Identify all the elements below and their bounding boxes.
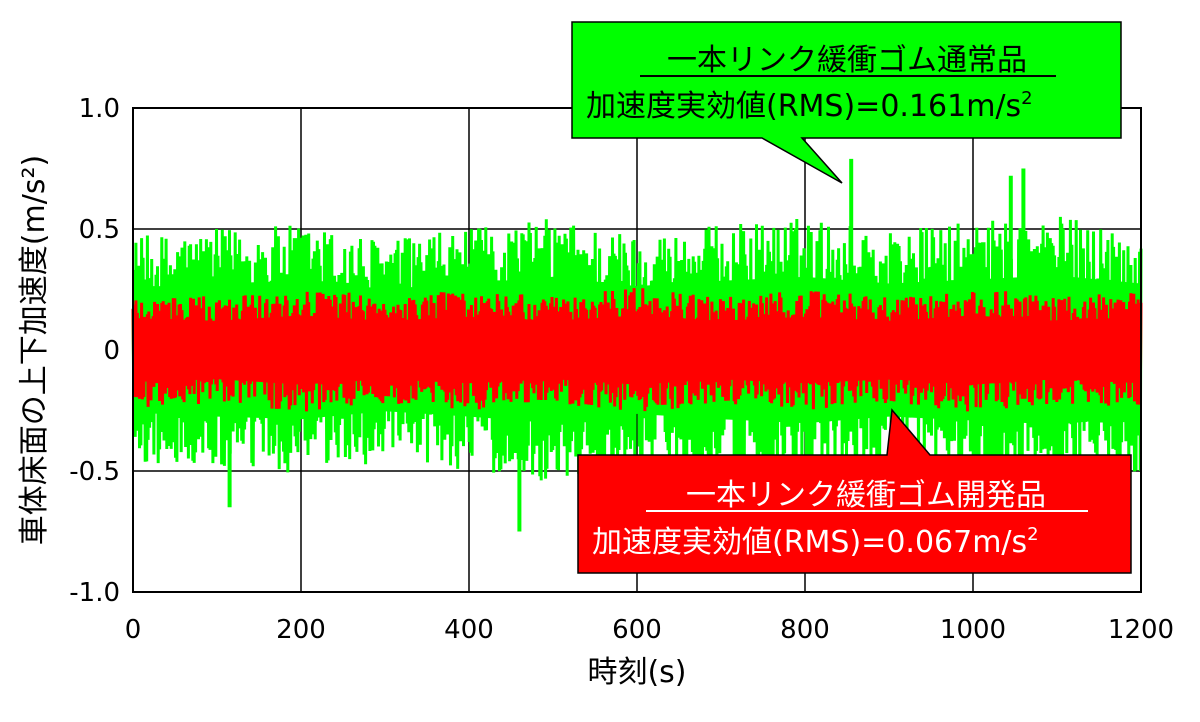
y-tick-label: 1.0 bbox=[79, 94, 120, 124]
callout-red-title: 一本リンク緩衝ゴム開発品 bbox=[686, 478, 1046, 513]
x-tick-labels: 0 200 400 600 800 1000 1200 bbox=[125, 615, 1174, 645]
y-axis-label: 車体床面の上下加速度(m/s²) bbox=[17, 155, 52, 545]
x-tick-label: 1200 bbox=[1108, 615, 1174, 645]
callout-red-box bbox=[577, 408, 1132, 574]
y-tick-label: -0.5 bbox=[69, 457, 120, 487]
callout-red-rms: 加速度実効値(RMS)=0.067m/s2 bbox=[592, 524, 1039, 560]
series-red bbox=[131, 288, 1143, 412]
x-axis-label: 時刻(s) bbox=[587, 655, 686, 690]
callout-developed-product: 一本リンク緩衝ゴム開発品 加速度実効値(RMS)=0.067m/s2 bbox=[577, 408, 1132, 574]
y-tick-label: -1.0 bbox=[69, 578, 120, 608]
y-tick-label: 0 bbox=[103, 336, 120, 366]
y-tick-label: 0.5 bbox=[79, 215, 120, 245]
x-tick-label: 200 bbox=[276, 615, 326, 645]
callout-green-rms: 加速度実効値(RMS)=0.161m/s2 bbox=[586, 88, 1033, 124]
callout-green-box bbox=[571, 21, 1122, 184]
y-tick-labels: 1.0 0.5 0 -0.5 -1.0 bbox=[69, 94, 120, 608]
callout-green-title: 一本リンク緩衝ゴム通常品 bbox=[667, 43, 1027, 78]
series-band bbox=[133, 315, 1141, 385]
x-tick-label: 600 bbox=[612, 615, 662, 645]
x-tick-label: 1000 bbox=[940, 615, 1006, 645]
x-tick-label: 0 bbox=[125, 615, 142, 645]
x-tick-label: 400 bbox=[444, 615, 494, 645]
x-tick-label: 800 bbox=[780, 615, 830, 645]
callout-normal-product: 一本リンク緩衝ゴム通常品 加速度実効値(RMS)=0.161m/s2 bbox=[571, 21, 1122, 184]
